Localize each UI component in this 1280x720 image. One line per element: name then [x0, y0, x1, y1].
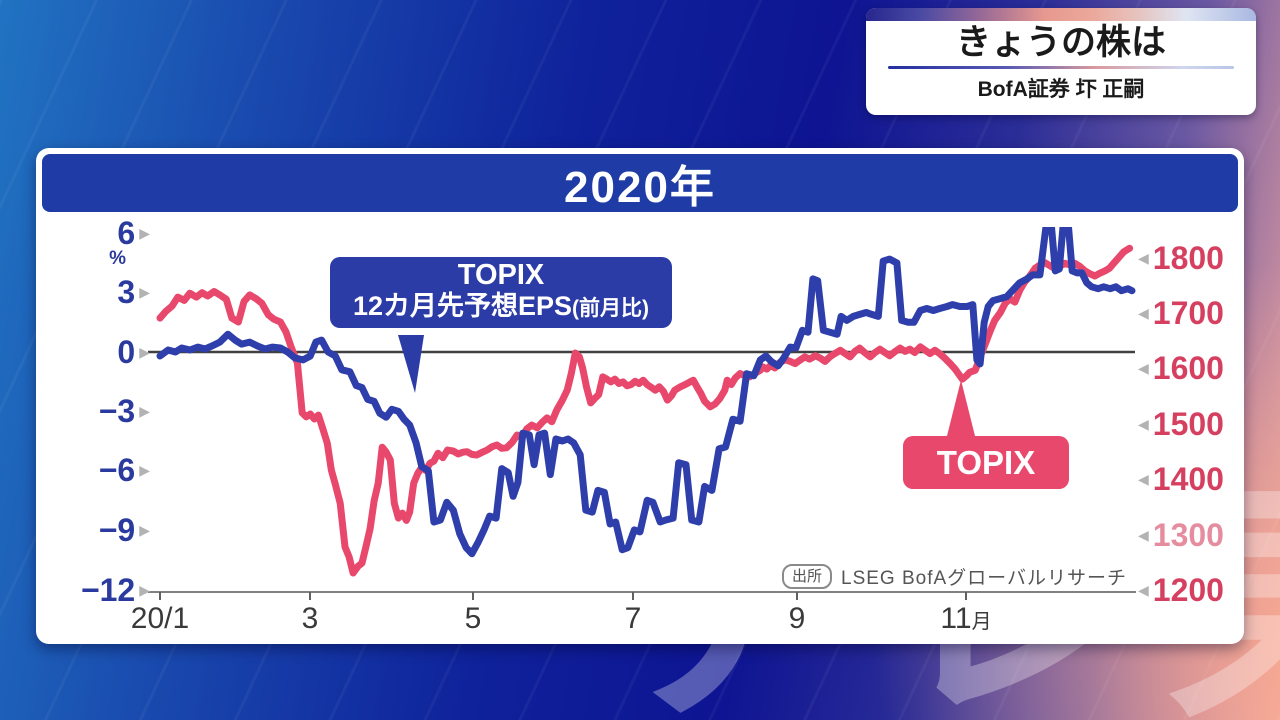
tick-arrow-left-icon: ◀: [1138, 527, 1149, 543]
left-axis-tick: −6 ▶: [98, 451, 150, 488]
x-axis-label: 11月: [940, 602, 992, 635]
tick-arrow-left-icon: ◀: [1138, 305, 1149, 321]
left-axis-tick: 6 ▶: [117, 214, 150, 251]
tick-arrow-right-icon: ▶: [139, 582, 150, 598]
left-axis-tick: −12 ▶: [80, 571, 150, 608]
tick-arrow-left-icon: ◀: [1138, 471, 1149, 487]
left-axis-tick: −3 ▶: [98, 392, 150, 429]
program-title: きょうの株は: [866, 23, 1256, 63]
right-axis-tick: ◀ 1600: [1138, 349, 1224, 386]
eps-line: [156, 227, 1136, 558]
left-axis-unit: %: [109, 248, 126, 269]
month-suffix: 月: [971, 611, 992, 633]
tick-arrow-right-icon: ▶: [139, 462, 150, 478]
right-axis-tick: ◀ 1200: [1138, 571, 1224, 608]
program-title-pre: きょうの: [955, 23, 1096, 62]
program-title-post: は: [1131, 23, 1167, 62]
chart-title: 2020年: [564, 163, 716, 212]
x-axis-ticks: [159, 592, 967, 600]
tick-arrow-left-icon: ◀: [1138, 416, 1149, 432]
right-axis-tick: ◀ 1800: [1138, 239, 1224, 276]
tick-arrow-right-icon: ▶: [139, 225, 150, 241]
right-axis-tick: ◀ 1400: [1138, 460, 1224, 497]
left-axis-tick: 0 ▶: [117, 333, 150, 370]
guest-name: BofA証券 圷 正嗣: [977, 77, 1145, 101]
right-axis-tick: ◀ 1300: [1138, 516, 1224, 553]
left-axis-tick: 3 ▶: [117, 273, 150, 310]
tick-arrow-left-icon: ◀: [1138, 360, 1149, 376]
x-axis-label: 9: [788, 602, 806, 635]
program-header: きょうの株は BofA証券 圷 正嗣: [866, 8, 1256, 115]
tick-arrow-right-icon: ▶: [139, 284, 150, 300]
topix-callout: TOPIX: [903, 436, 1069, 489]
x-axis-label: 7: [624, 602, 642, 635]
header-divider: [888, 65, 1234, 69]
chart-title-bar: 2020年: [42, 154, 1238, 212]
right-axis-tick: ◀ 1500: [1138, 405, 1224, 442]
tick-arrow-left-icon: ◀: [1138, 250, 1149, 266]
header-accent-strip: [866, 8, 1256, 21]
right-axis-tick: ◀ 1700: [1138, 294, 1224, 331]
x-axis-label: 20/1: [130, 602, 190, 635]
left-axis-tick: −9 ▶: [98, 511, 150, 548]
tick-arrow-left-icon: ◀: [1138, 582, 1149, 598]
source-row: 出所 LSEG BofAグローバルリサーチ: [782, 563, 1127, 590]
tick-arrow-right-icon: ▶: [139, 344, 150, 360]
x-axis-label: 3: [301, 602, 319, 635]
topix-line: [156, 244, 1134, 577]
program-title-emphasis: 株: [1095, 23, 1131, 62]
tick-arrow-right-icon: ▶: [139, 403, 150, 419]
source-badge: 出所: [782, 564, 833, 589]
tick-arrow-right-icon: ▶: [139, 522, 150, 538]
eps-callout: TOPIX 12カ月先予想EPS(前月比): [330, 257, 672, 328]
eps-callout-pointer: [398, 335, 424, 393]
topix-callout-pointer: [946, 380, 976, 440]
source-text: LSEG BofAグローバルリサーチ: [841, 568, 1127, 589]
x-axis-label: 5: [464, 602, 482, 635]
